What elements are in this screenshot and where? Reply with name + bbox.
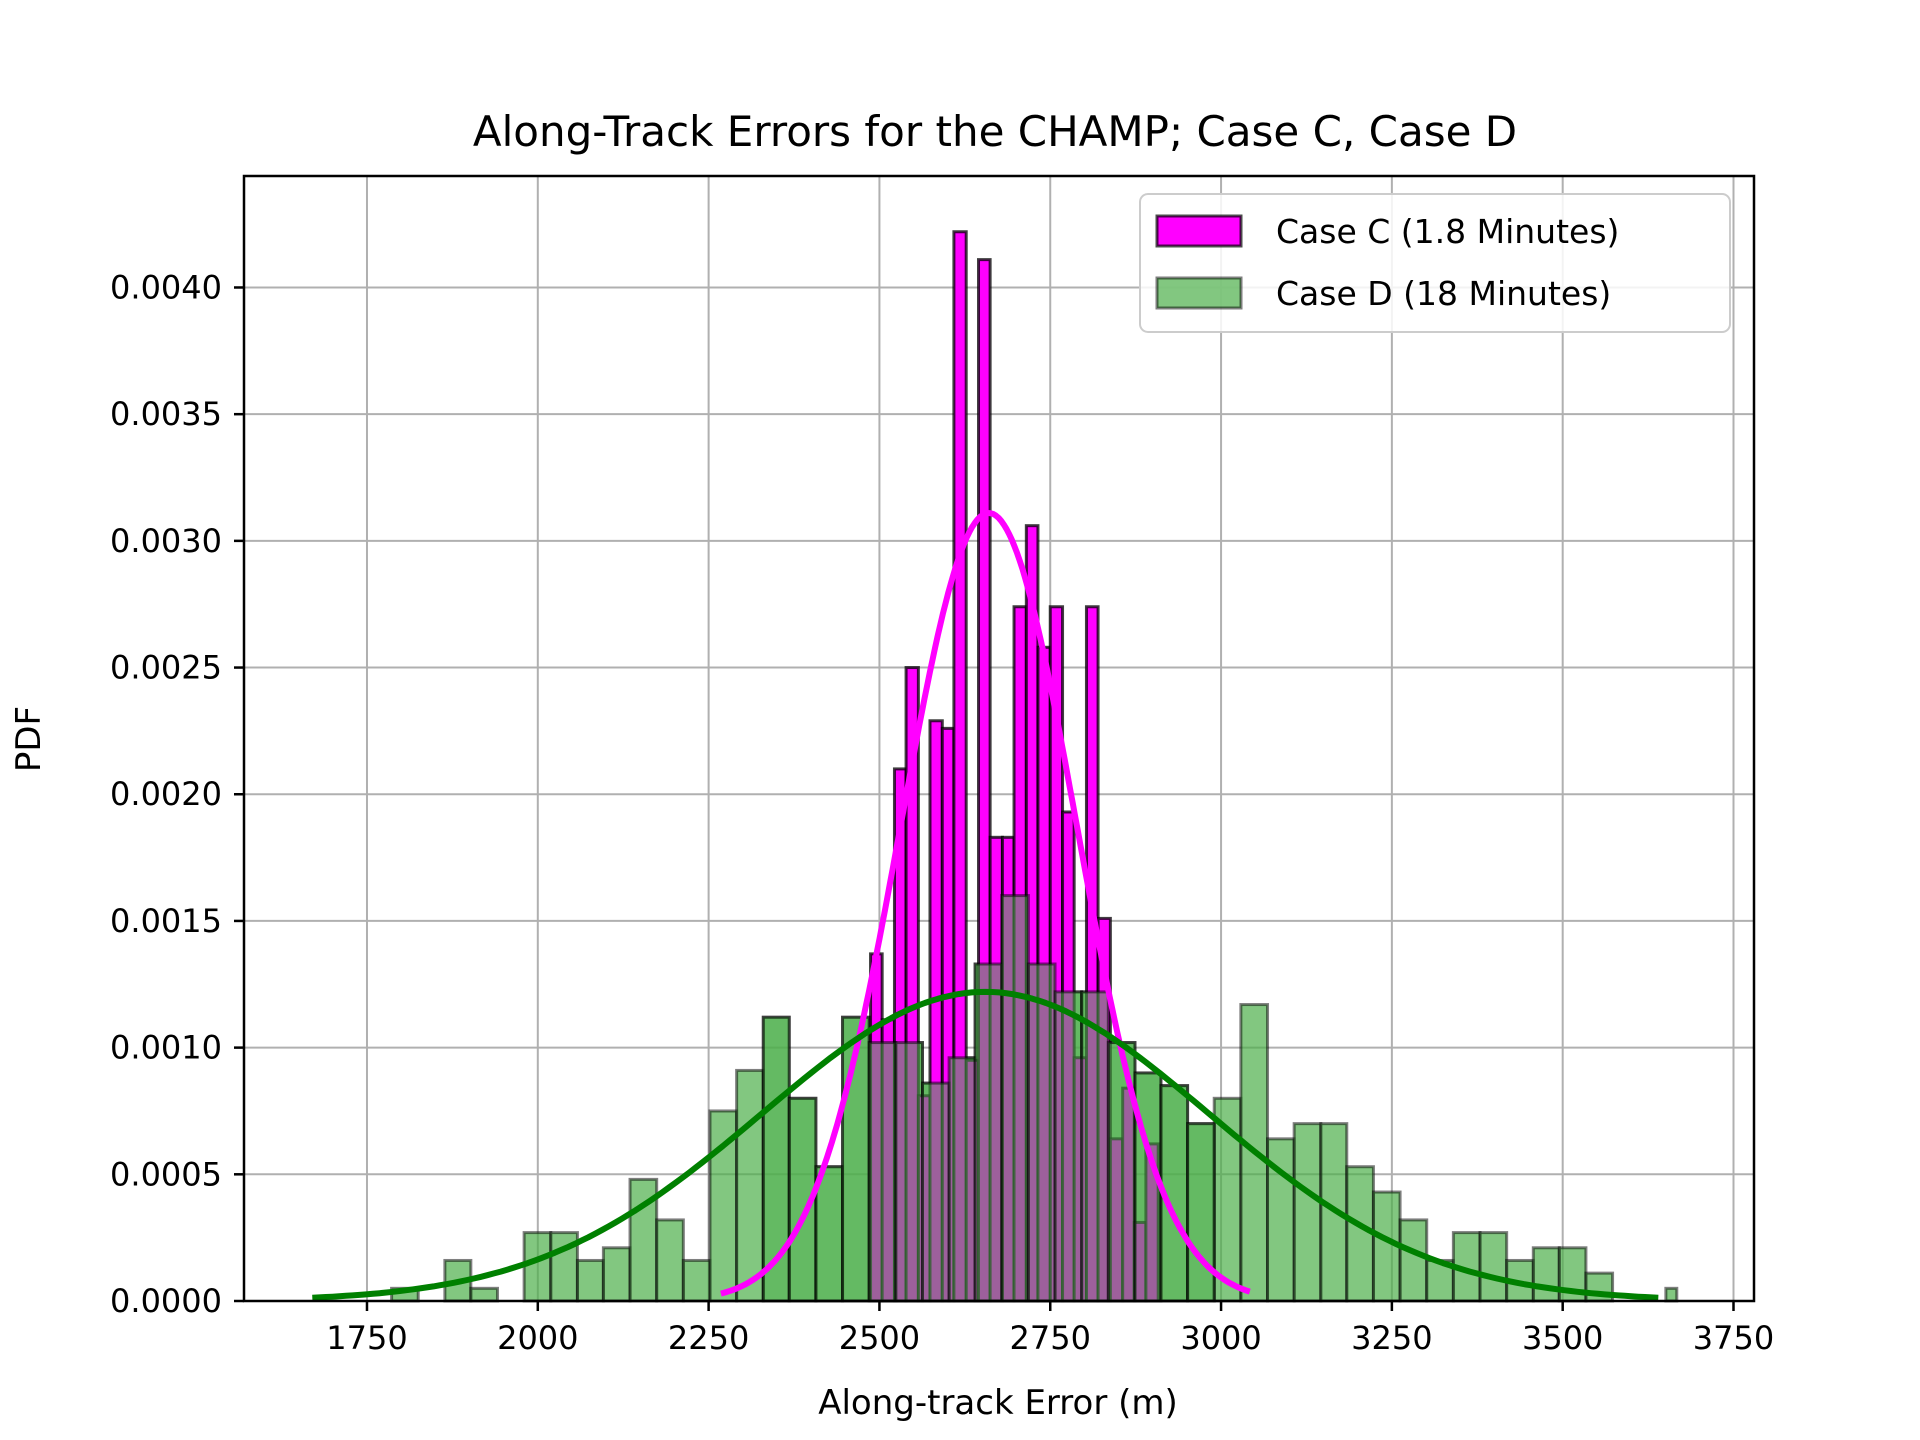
x-tick-label: 3000: [1180, 1319, 1261, 1357]
legend-swatch-case-c: [1155, 214, 1243, 248]
case-d-fit-line: [312, 988, 1659, 1301]
x-tick-label: 3750: [1693, 1319, 1774, 1357]
y-tick-label: 0.0005: [110, 1155, 222, 1193]
legend: Case C (1.8 Minutes) Case D (18 Minutes): [1139, 193, 1731, 333]
case-d-overlay-bar: [947, 1056, 977, 1303]
y-axis: 0.0000 0.0005 0.0010 0.0015 0.0020 0.0025 0.00…: [110, 268, 244, 1320]
case-d-bar: [1478, 1231, 1509, 1303]
x-axis: 1750 2000 2250 2500 2750 3000 3250 3500 3750: [326, 1301, 1774, 1357]
case-d-overlay-bar: [841, 1015, 871, 1303]
y-tick-label: 0.0035: [110, 395, 222, 433]
x-tick-label: 3250: [1351, 1319, 1432, 1357]
x-tick-label: 2500: [839, 1319, 920, 1357]
case-d-bar: [1664, 1286, 1679, 1303]
y-tick-label: 0.0010: [110, 1029, 222, 1067]
case-d-bar: [575, 1258, 605, 1303]
case-d-overlay-bar: [894, 1041, 924, 1303]
y-tick-label: 0.0025: [110, 649, 222, 687]
y-tick-label: 0.0015: [110, 902, 222, 940]
case-d-overlay-bar: [1133, 1071, 1163, 1303]
case-d-bar: [655, 1218, 685, 1303]
case-d-bar: [522, 1231, 553, 1303]
y-tick-label: 0.0000: [110, 1282, 222, 1320]
fit-curves: [312, 510, 1659, 1301]
case-d-overlay-bar: [920, 1081, 951, 1303]
legend-swatch-case-d: [1155, 276, 1243, 310]
y-tick-label: 0.0040: [110, 268, 222, 306]
case-d-overlay-bar: [1000, 894, 1030, 1303]
y-axis-title: PDF: [9, 706, 49, 772]
legend-label-case-c: Case C (1.8 Minutes): [1276, 212, 1619, 251]
case-d-bar: [1398, 1218, 1429, 1303]
case-d-bar: [469, 1286, 499, 1303]
x-tick-label: 2750: [1010, 1319, 1091, 1357]
y-tick-label: 0.0030: [110, 522, 222, 560]
case-d-bar: [735, 1068, 765, 1303]
case-c-fit-line: [720, 510, 1251, 1297]
x-tick-label: 1750: [326, 1319, 407, 1357]
x-axis-title: Along-track Error (m): [818, 1383, 1178, 1423]
case-d-overlay-bar: [1080, 990, 1110, 1303]
y-tick-label: 0.0020: [110, 775, 222, 813]
case-d-bar: [681, 1258, 712, 1303]
legend-label-case-d: Case D (18 Minutes): [1276, 274, 1611, 313]
case-d-bar: [1292, 1122, 1323, 1303]
legend-box: [1139, 193, 1731, 333]
x-tick-label: 2000: [497, 1319, 578, 1357]
case-d-overlay-bar: [1026, 962, 1057, 1303]
case-d-overlay-bar: [814, 1165, 845, 1303]
case-d-overlay-bar: [973, 962, 1004, 1303]
case-d-overlay-bar: [867, 1041, 898, 1303]
case-d-bar: [1531, 1246, 1561, 1303]
x-tick-label: 2250: [668, 1319, 749, 1357]
x-tick-label: 3500: [1522, 1319, 1603, 1357]
case-d-overlay-bar: [1186, 1122, 1216, 1303]
case-d-bar: [601, 1246, 632, 1303]
case-d-overlay-bar: [1053, 990, 1084, 1303]
plot-frame: [242, 174, 1756, 1303]
chart-title: Along-Track Errors for the CHAMP; Case C…: [473, 107, 1517, 156]
